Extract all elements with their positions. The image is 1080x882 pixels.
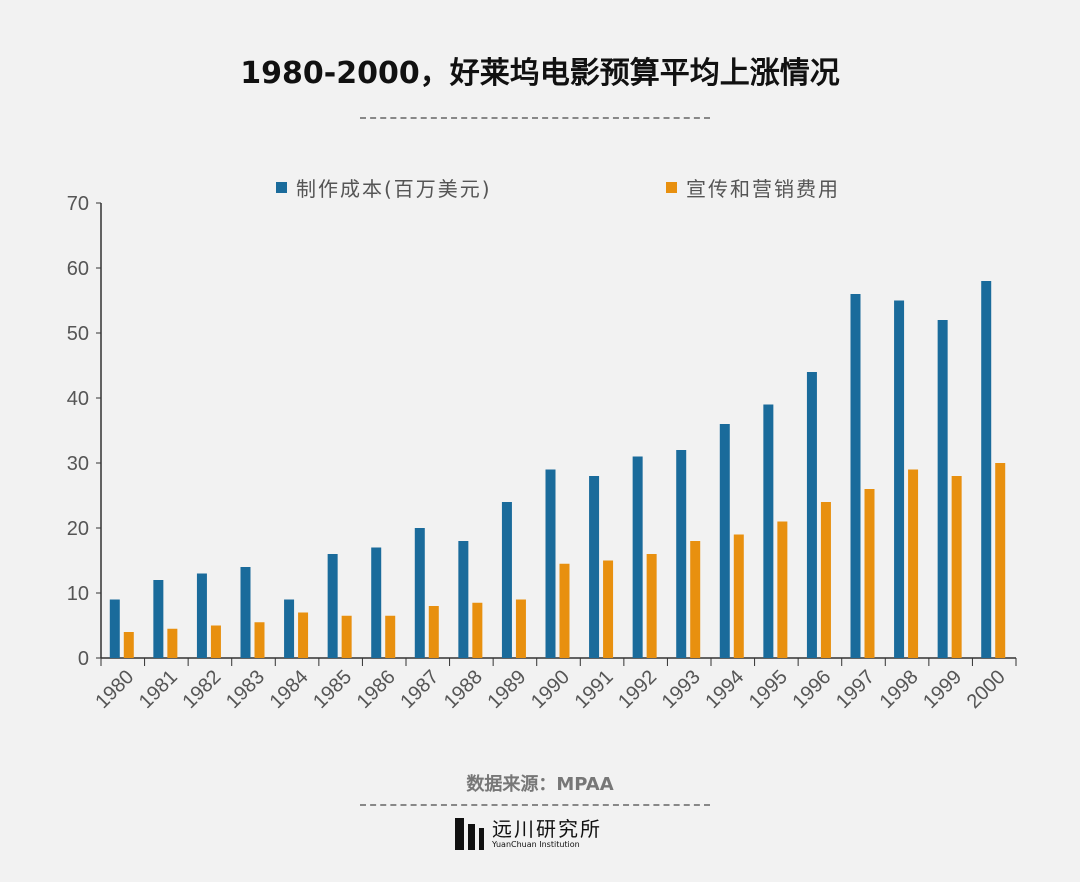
bar-production-cost xyxy=(545,469,556,658)
bar-production-cost xyxy=(284,599,295,658)
bar-marketing-cost xyxy=(559,563,570,658)
x-tick-label: 1998 xyxy=(876,666,923,713)
x-tick-label: 1993 xyxy=(658,666,705,713)
x-tick-label: 1987 xyxy=(396,666,443,713)
x-tick-label: 1990 xyxy=(527,666,574,713)
logo-mark-icon xyxy=(455,818,484,850)
logo: 远川研究所 YuanChuan Institution xyxy=(455,818,602,850)
logo-name-en: YuanChuan Institution xyxy=(492,840,580,849)
x-tick-label: 1981 xyxy=(135,666,182,713)
title-divider xyxy=(360,117,710,119)
bar-marketing-cost xyxy=(820,502,831,658)
source-note: 数据来源：MPAA xyxy=(466,774,614,795)
x-tick-label: 1988 xyxy=(440,666,487,713)
bar-marketing-cost xyxy=(995,463,1006,658)
x-tick-label: 1983 xyxy=(222,666,269,713)
legend-label: 制作成本(百万美元) xyxy=(296,177,492,201)
bar-marketing-cost xyxy=(210,625,221,658)
bar-marketing-cost xyxy=(908,469,919,658)
bar-production-cost xyxy=(153,580,164,658)
x-tick-label: 1986 xyxy=(353,666,400,713)
bar-marketing-cost xyxy=(690,541,701,658)
bar-marketing-cost xyxy=(515,599,526,658)
bar-production-cost xyxy=(937,320,948,658)
bar-marketing-cost xyxy=(341,615,352,658)
x-tick-label: 1991 xyxy=(571,666,618,713)
bar-production-cost xyxy=(850,294,861,658)
bar-marketing-cost xyxy=(167,628,178,658)
bar-marketing-cost xyxy=(951,476,962,658)
bar-production-cost xyxy=(806,372,817,658)
y-tick-label: 70 xyxy=(67,193,89,215)
bar-marketing-cost xyxy=(733,534,744,658)
bar-production-cost xyxy=(676,450,687,658)
bar-marketing-cost xyxy=(123,632,134,658)
x-tick-label: 1989 xyxy=(483,666,530,713)
x-tick-label: 1992 xyxy=(614,666,661,713)
bar-marketing-cost xyxy=(254,622,265,658)
bar-production-cost xyxy=(719,424,730,658)
bar-marketing-cost xyxy=(777,521,788,658)
x-tick-label: 1999 xyxy=(919,666,966,713)
x-tick-label: 1985 xyxy=(309,666,356,713)
bar-marketing-cost xyxy=(385,615,396,658)
chart-title: 1980-2000，好莱坞电影预算平均上涨情况 xyxy=(240,56,840,91)
x-tick-label: 2000 xyxy=(963,666,1010,713)
x-tick-label: 1980 xyxy=(91,666,138,713)
y-tick-label: 30 xyxy=(67,453,89,475)
logo-name-cn: 远川研究所 xyxy=(492,817,602,841)
bar-marketing-cost xyxy=(298,612,309,658)
bar-marketing-cost xyxy=(603,560,614,658)
bar-production-cost xyxy=(589,476,600,658)
bar-production-cost xyxy=(327,554,338,658)
y-tick-label: 0 xyxy=(78,648,89,670)
bar-production-cost xyxy=(371,547,382,658)
bar-marketing-cost xyxy=(472,602,483,658)
bar-marketing-cost xyxy=(864,489,875,658)
bar-chart: 0102030405060701980198119821983198419851… xyxy=(67,177,1017,713)
bar-marketing-cost xyxy=(428,606,439,658)
y-tick-label: 50 xyxy=(67,323,89,345)
bar-production-cost xyxy=(981,281,992,658)
bar-production-cost xyxy=(763,404,774,658)
bar-production-cost xyxy=(109,599,120,658)
legend-swatch xyxy=(666,182,677,193)
bar-production-cost xyxy=(632,456,643,658)
source-divider xyxy=(360,804,710,806)
bar-marketing-cost xyxy=(646,554,657,658)
legend-swatch xyxy=(276,182,287,193)
bar-production-cost xyxy=(458,541,469,658)
x-tick-label: 1997 xyxy=(832,666,879,713)
y-tick-label: 40 xyxy=(67,388,89,410)
x-tick-label: 1982 xyxy=(178,666,225,713)
bar-production-cost xyxy=(501,502,512,658)
bar-production-cost xyxy=(196,573,207,658)
y-tick-label: 20 xyxy=(67,518,89,540)
bar-production-cost xyxy=(240,567,251,658)
x-tick-label: 1995 xyxy=(745,666,792,713)
x-tick-label: 1996 xyxy=(788,666,835,713)
y-tick-label: 60 xyxy=(67,258,89,280)
x-tick-label: 1984 xyxy=(266,666,313,713)
bar-production-cost xyxy=(894,300,905,658)
bar-production-cost xyxy=(414,528,425,658)
y-tick-label: 10 xyxy=(67,583,89,605)
legend-label: 宣传和营销费用 xyxy=(686,177,840,201)
x-tick-label: 1994 xyxy=(701,666,748,713)
